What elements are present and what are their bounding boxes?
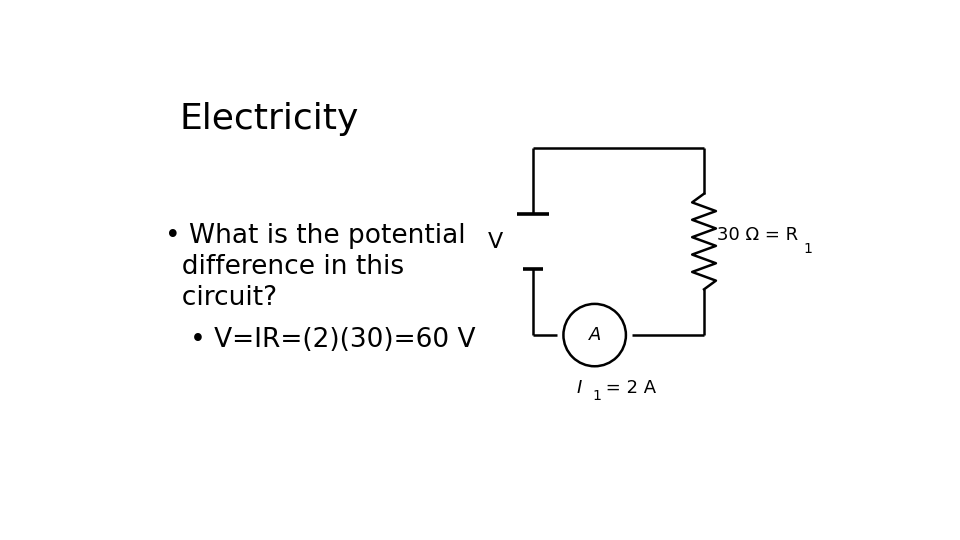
Text: 1: 1: [803, 242, 812, 256]
Text: 30 Ω = R: 30 Ω = R: [717, 226, 799, 244]
Text: circuit?: circuit?: [165, 285, 276, 311]
Text: V: V: [488, 232, 503, 252]
Text: Electricity: Electricity: [180, 102, 359, 136]
Text: = 2 A: = 2 A: [600, 379, 656, 397]
Text: A: A: [588, 326, 601, 344]
Text: • What is the potential: • What is the potential: [165, 223, 466, 249]
Ellipse shape: [564, 304, 626, 366]
Text: • V=IR=(2)(30)=60 V: • V=IR=(2)(30)=60 V: [165, 327, 475, 353]
Text: difference in this: difference in this: [165, 254, 404, 280]
Text: I: I: [576, 379, 582, 397]
Text: 1: 1: [592, 389, 601, 403]
